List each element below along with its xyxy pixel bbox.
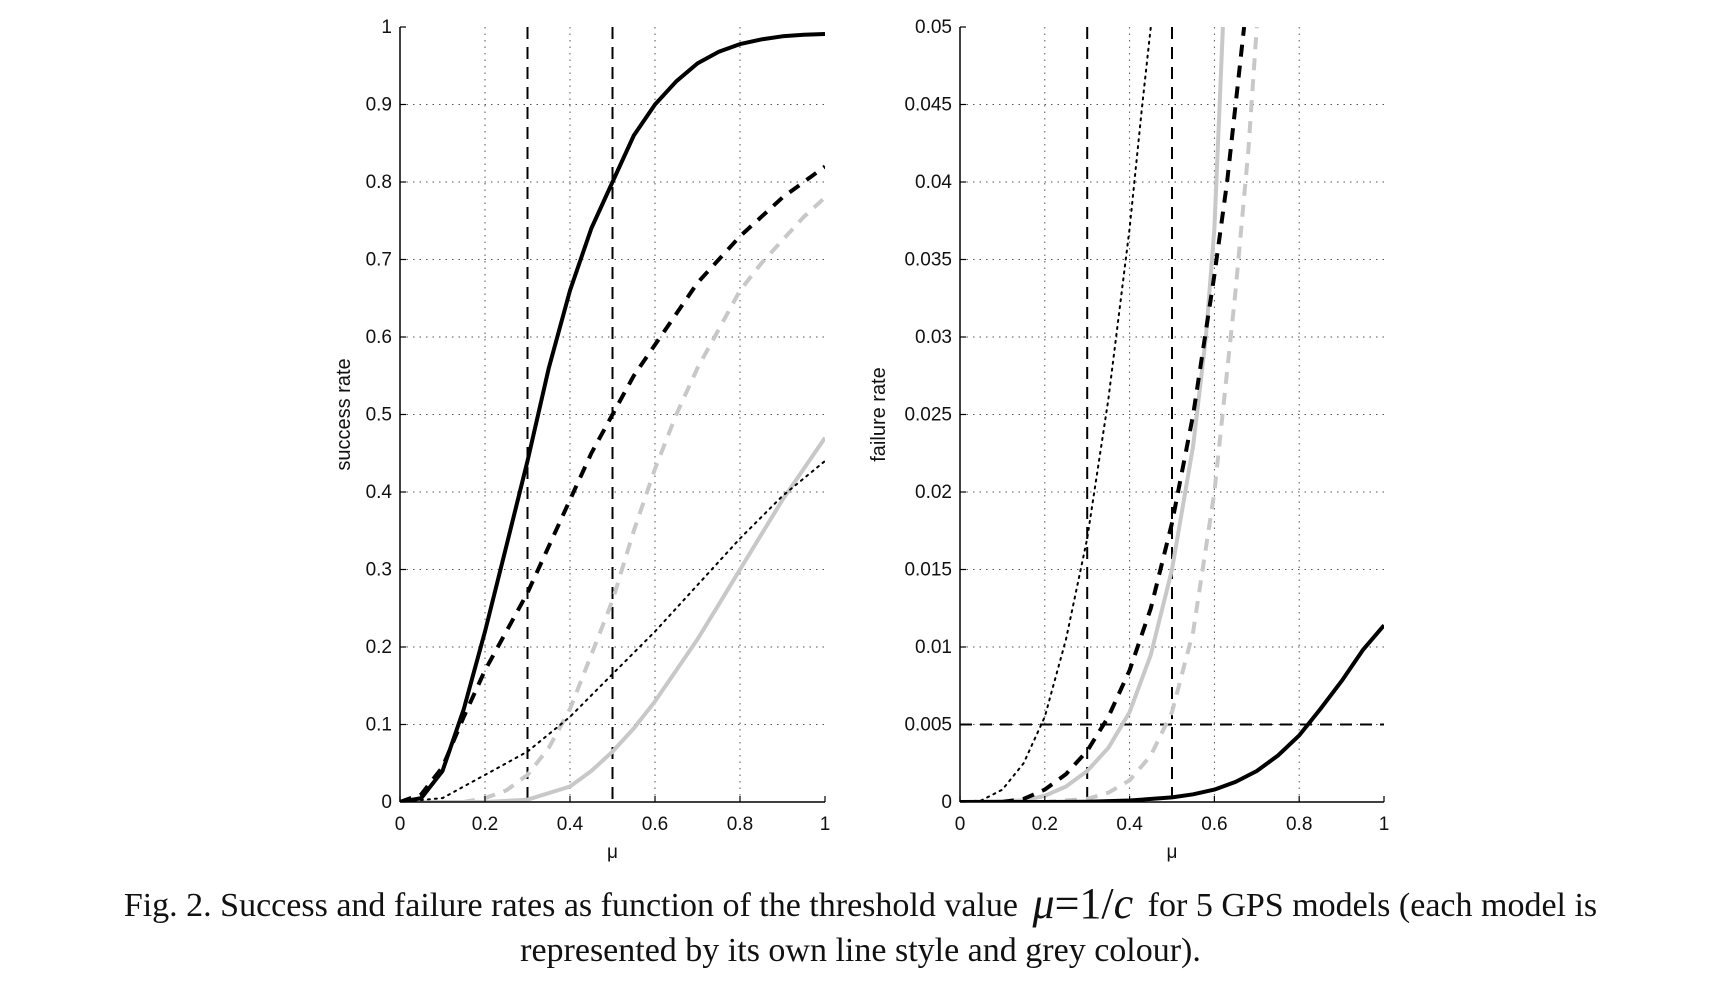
failure-rate-chart: 0 0.2 0.4 0.6 0.8 1 0 0.005 0.01 0.015 0.02 0.025 0.… [868,17,1389,863]
success-x-axis-label: μ [607,842,618,863]
failure-x-tick-label: 0.4 [1116,814,1143,835]
caption-suffix: for 5 GPS models (each model is [1147,887,1598,924]
success-series-2-black-dashed [400,164,825,802]
failure-x-tick-label: 1 [1379,814,1390,835]
failure-y-tick-label: 0.02 [915,482,952,503]
failure-y-tick-label: 0.05 [915,17,952,38]
success-y-axis-label: success rate [333,358,355,470]
failure-y-tick-label: 0.04 [915,172,952,193]
failure-y-tick-label: 0.01 [915,637,952,658]
failure-y-tick-label: 0.015 [904,560,952,581]
failure-y-tick-label: 0 [941,792,952,813]
success-x-tick-label: 0 [395,814,406,835]
success-x-tick-label: 0.8 [727,814,753,835]
success-y-tick-label: 0.4 [366,482,393,503]
failure-y-axis-label: failure rate [868,367,890,462]
success-y-tick-label: 0.3 [366,560,392,581]
success-y-tick-label: 0 [381,792,392,813]
success-y-tick-label: 0.1 [366,715,392,736]
success-series-3-black-dotted [400,460,825,802]
success-rate-chart: 0 0.2 0.4 0.6 0.8 1 0 0.1 0.2 0.3 0.4 0.5 0.6 0.7 0.8 0… [333,17,830,863]
failure-y-tick-label: 0.045 [904,95,952,116]
success-series-1-black-solid [400,32,825,802]
caption-math: μ=1/c [1032,879,1133,928]
success-y-tick-label: 0.2 [366,637,392,658]
figure-caption-line1: Fig. 2. Success and failure rates as fun… [0,880,1721,926]
success-y-tick-label: 1 [381,17,392,38]
caption-c: c [1113,879,1134,928]
failure-series-4-grey-dashed [960,27,1259,802]
caption-eq: = [1054,879,1080,928]
failure-y-tick-label: 0.025 [904,405,952,426]
success-y-tick-label: 0.9 [366,95,392,116]
failure-x-tick-label: 0.8 [1286,814,1312,835]
success-x-tick-label: 0.4 [557,814,584,835]
caption-num: 1 [1079,879,1102,928]
caption-slash: / [1101,879,1114,928]
failure-y-tick-label: 0.035 [904,250,952,271]
figure-caption-line2: represented by its own line style and gr… [520,932,1201,969]
success-y-tick-label: 0.7 [366,250,392,271]
success-y-tick-label: 0.6 [366,327,392,348]
failure-y-tick-label: 0.03 [915,327,952,348]
caption-prefix: Fig. 2. Success and failure rates as fun… [123,887,1018,924]
failure-series-3-black-dotted [960,27,1152,802]
success-y-tick-label: 0.5 [366,405,392,426]
success-series-5-grey-solid [400,436,825,802]
success-series-4-grey-dashed [400,196,825,802]
success-x-tick-label: 1 [820,814,831,835]
failure-series-2-black-dashed [960,27,1247,802]
success-x-tick-label: 0.6 [642,814,668,835]
success-x-tick-label: 0.2 [472,814,498,835]
failure-x-tick-label: 0.6 [1201,814,1227,835]
failure-x-tick-label: 0 [955,814,966,835]
success-y-tick-label: 0.8 [366,172,392,193]
failure-y-tick-label: 0.005 [904,715,952,736]
caption-mu: μ [1032,879,1055,928]
failure-x-tick-label: 0.2 [1032,814,1058,835]
failure-x-axis-label: μ [1167,842,1178,863]
